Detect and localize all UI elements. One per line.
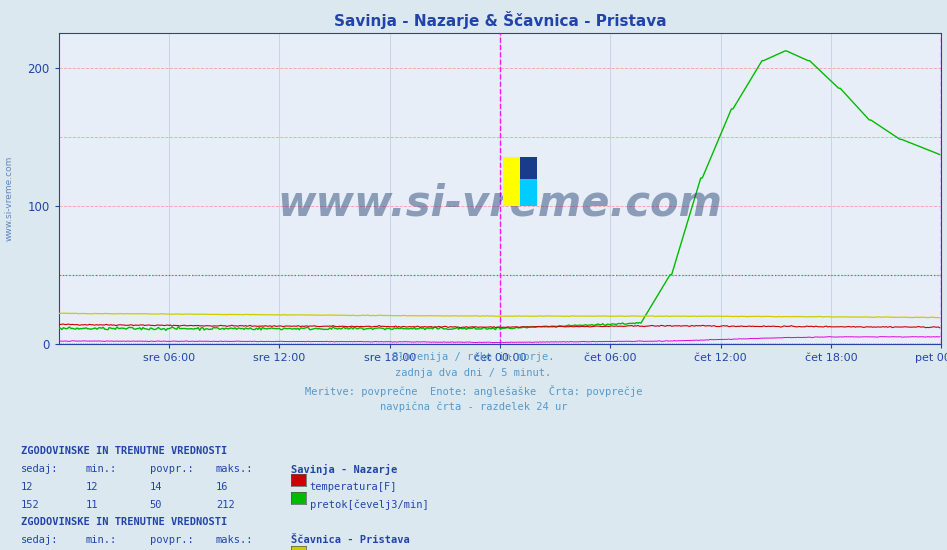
Text: Ščavnica - Pristava: Ščavnica - Pristava — [291, 535, 409, 545]
Text: povpr.:: povpr.: — [150, 464, 193, 474]
Bar — [520, 157, 537, 179]
Text: maks.:: maks.: — [216, 464, 254, 474]
Text: pretok[čevelj3/min]: pretok[čevelj3/min] — [310, 500, 428, 510]
Text: maks.:: maks.: — [216, 535, 254, 545]
Text: ZGODOVINSKE IN TRENUTNE VREDNOSTI: ZGODOVINSKE IN TRENUTNE VREDNOSTI — [21, 446, 227, 455]
Text: temperatura[F]: temperatura[F] — [310, 482, 397, 492]
Text: min.:: min.: — [85, 464, 116, 474]
Text: Savinja - Nazarje: Savinja - Nazarje — [291, 464, 397, 475]
Text: www.si-vreme.com: www.si-vreme.com — [5, 155, 14, 241]
Text: zadnja dva dni / 5 minut.: zadnja dva dni / 5 minut. — [396, 368, 551, 378]
Text: 212: 212 — [216, 500, 235, 510]
Title: Savinja - Nazarje & Ščavnica - Pristava: Savinja - Nazarje & Ščavnica - Pristava — [333, 11, 667, 29]
Text: sedaj:: sedaj: — [21, 464, 59, 474]
Text: 12: 12 — [21, 482, 33, 492]
Text: 12: 12 — [85, 482, 98, 492]
Text: 14: 14 — [150, 482, 162, 492]
Text: 152: 152 — [21, 500, 40, 510]
Bar — [520, 179, 537, 206]
Text: min.:: min.: — [85, 535, 116, 545]
Text: 50: 50 — [150, 500, 162, 510]
Bar — [503, 157, 520, 206]
Text: ZGODOVINSKE IN TRENUTNE VREDNOSTI: ZGODOVINSKE IN TRENUTNE VREDNOSTI — [21, 517, 227, 527]
Text: sedaj:: sedaj: — [21, 535, 59, 545]
Text: Meritve: povprečne  Enote: anglešaške  Črta: povprečje: Meritve: povprečne Enote: anglešaške Črt… — [305, 385, 642, 397]
Text: navpična črta - razdelek 24 ur: navpična črta - razdelek 24 ur — [380, 402, 567, 412]
Text: www.si-vreme.com: www.si-vreme.com — [277, 183, 723, 225]
Text: 11: 11 — [85, 500, 98, 510]
Text: 16: 16 — [216, 482, 228, 492]
Text: Slovenija / reke in morje.: Slovenija / reke in morje. — [392, 352, 555, 362]
Text: povpr.:: povpr.: — [150, 535, 193, 545]
